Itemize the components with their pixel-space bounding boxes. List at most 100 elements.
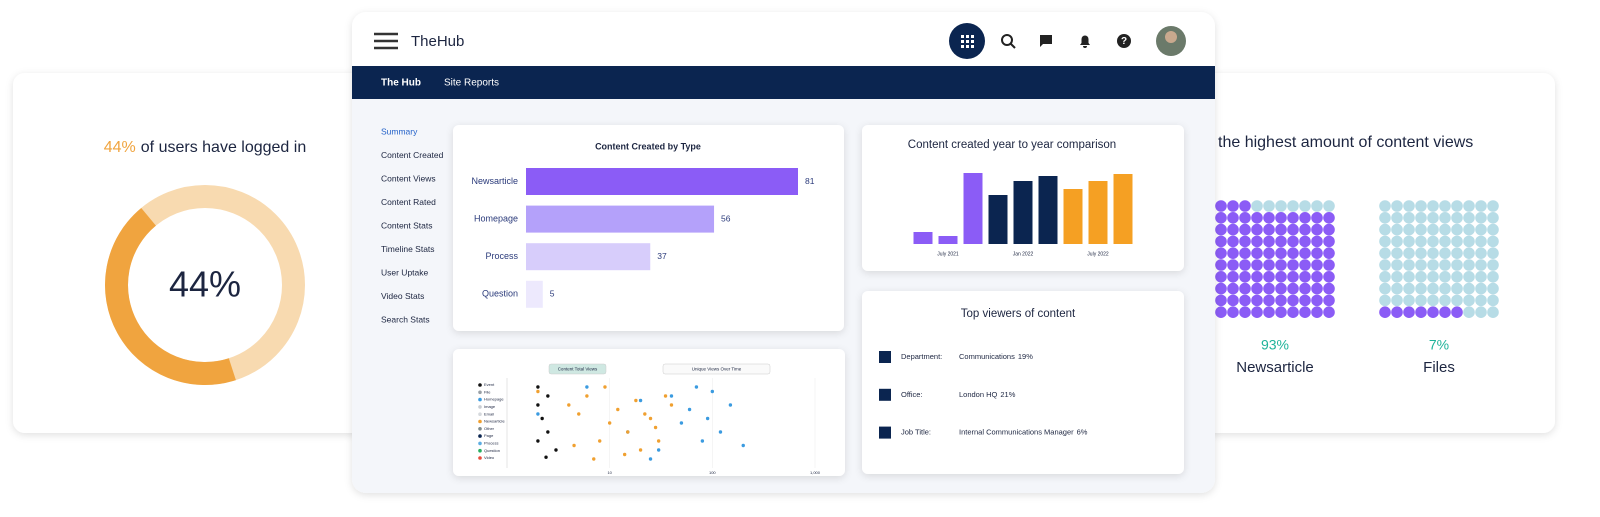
- waffle-dot: [1475, 259, 1487, 271]
- waffle-dot: [1439, 294, 1451, 307]
- waffle-dot: [1427, 235, 1439, 248]
- sidebar-item[interactable]: Content Views: [381, 173, 436, 183]
- legend-label[interactable]: Process: [484, 440, 498, 445]
- waffle-dot: [1227, 294, 1239, 307]
- waffle-dot: [1427, 212, 1439, 224]
- waffle-dot: [1215, 247, 1227, 259]
- value-label: 5: [550, 289, 555, 299]
- point: [603, 385, 607, 389]
- waffle-dot: [1403, 235, 1415, 248]
- waffle-dot: [1487, 294, 1499, 307]
- app-header: [352, 12, 1215, 66]
- waffle-dot: [1215, 200, 1227, 212]
- chat-icon[interactable]: [1040, 35, 1052, 47]
- waffle-dot: [1451, 271, 1463, 283]
- point: [622, 452, 627, 457]
- sidebar-item[interactable]: Video Stats: [381, 291, 424, 301]
- legend-label[interactable]: Image: [484, 404, 496, 409]
- legend-label[interactable]: Other: [484, 426, 495, 431]
- sidebar-item[interactable]: Content Created: [381, 150, 444, 160]
- waffle-dot: [1475, 212, 1487, 224]
- legend-label[interactable]: Page: [484, 433, 494, 438]
- waffle-dot: [1275, 235, 1287, 248]
- waffle-dot: [1427, 282, 1439, 295]
- legend-label[interactable]: Email: [484, 411, 494, 416]
- nav-bar: [352, 66, 1215, 99]
- legend-label[interactable]: Newsarticle: [484, 419, 505, 424]
- waffle-dot: [1323, 247, 1335, 259]
- sidebar-item[interactable]: Timeline Stats: [381, 244, 435, 254]
- waffle-dot: [1263, 247, 1275, 259]
- row-name: Communications: [959, 352, 1015, 361]
- point: [572, 443, 576, 448]
- waffle-dot: [1239, 247, 1251, 259]
- sidebar-item[interactable]: User Uptake: [381, 267, 429, 277]
- legend-swatch: [478, 427, 482, 431]
- legend-label[interactable]: Event: [484, 382, 495, 387]
- waffle-dot: [1379, 271, 1391, 283]
- waffle-dot: [1415, 259, 1427, 271]
- sidebar-item[interactable]: Summary: [381, 126, 418, 136]
- sidebar-item[interactable]: Content Stats: [381, 220, 433, 230]
- waffle-dot: [1263, 223, 1275, 236]
- waffle-dot: [1251, 294, 1263, 307]
- legend-label[interactable]: Video: [484, 455, 495, 460]
- waffle-dot: [1391, 212, 1403, 224]
- row-value: Internal Communications Manager 6%: [959, 428, 1088, 437]
- waffle-dot: [1215, 223, 1227, 236]
- waffle-dot: [1463, 212, 1475, 224]
- waffle-dot: [1391, 235, 1403, 248]
- waffle-dot: [1311, 294, 1323, 307]
- sidebar-item[interactable]: Search Stats: [381, 314, 430, 324]
- point: [626, 430, 630, 434]
- search-icon[interactable]: [1001, 34, 1016, 49]
- category-label: Homepage: [474, 213, 518, 223]
- donut-label: 44%: [169, 264, 241, 305]
- point: [598, 439, 602, 443]
- legend-label[interactable]: Question: [484, 448, 500, 453]
- nav-item[interactable]: Site Reports: [444, 78, 499, 89]
- menu-icon[interactable]: [374, 32, 398, 50]
- x-tick-label: July 2021: [937, 251, 959, 257]
- waffle-dot: [1299, 282, 1311, 295]
- waffle-dot: [1439, 212, 1451, 224]
- help-icon[interactable]: [1117, 34, 1131, 48]
- legend-label[interactable]: Homepage: [484, 397, 504, 402]
- waffle-dot: [1299, 306, 1311, 319]
- row-share: 6%: [1077, 428, 1088, 437]
- column: [1113, 174, 1133, 244]
- waffle-dot: [1227, 247, 1239, 259]
- point: [705, 416, 710, 421]
- waffle-label: Newsarticle: [1236, 359, 1314, 376]
- point: [546, 394, 550, 398]
- waffle-dot: [1215, 235, 1227, 248]
- x-tick-label: Jan 2022: [1013, 251, 1034, 257]
- waffle-dot: [1403, 223, 1415, 236]
- waffle-dot: [1439, 271, 1451, 283]
- sidebar-item[interactable]: Content Rated: [381, 197, 436, 207]
- waffle-dot: [1451, 282, 1463, 295]
- point: [656, 439, 661, 443]
- waffle-dot: [1251, 235, 1263, 248]
- bell-icon[interactable]: [1080, 35, 1090, 49]
- waffle-dot: [1463, 223, 1475, 236]
- waffle-dot: [1427, 223, 1439, 236]
- toggle-button[interactable]: [662, 363, 771, 375]
- waffle-dot: [1391, 294, 1403, 307]
- waffle-dot: [1475, 306, 1487, 319]
- toggle-button[interactable]: [548, 363, 607, 375]
- waffle-dot: [1463, 247, 1475, 259]
- waffle-dot: [1263, 282, 1275, 295]
- legend-label[interactable]: File: [484, 389, 491, 394]
- row-swatch: [879, 426, 891, 439]
- nav-item[interactable]: The Hub: [381, 78, 421, 89]
- card-title: Top viewers of content: [961, 308, 1076, 320]
- legend-swatch: [478, 434, 482, 438]
- column: [1038, 176, 1058, 244]
- waffle-dot: [1239, 235, 1251, 248]
- row-value: London HQ 21%: [959, 390, 1016, 399]
- brand: TheHub: [411, 33, 464, 50]
- waffle-dot: [1475, 282, 1487, 295]
- waffle-dot: [1415, 212, 1427, 224]
- waffle-dot: [1451, 200, 1463, 212]
